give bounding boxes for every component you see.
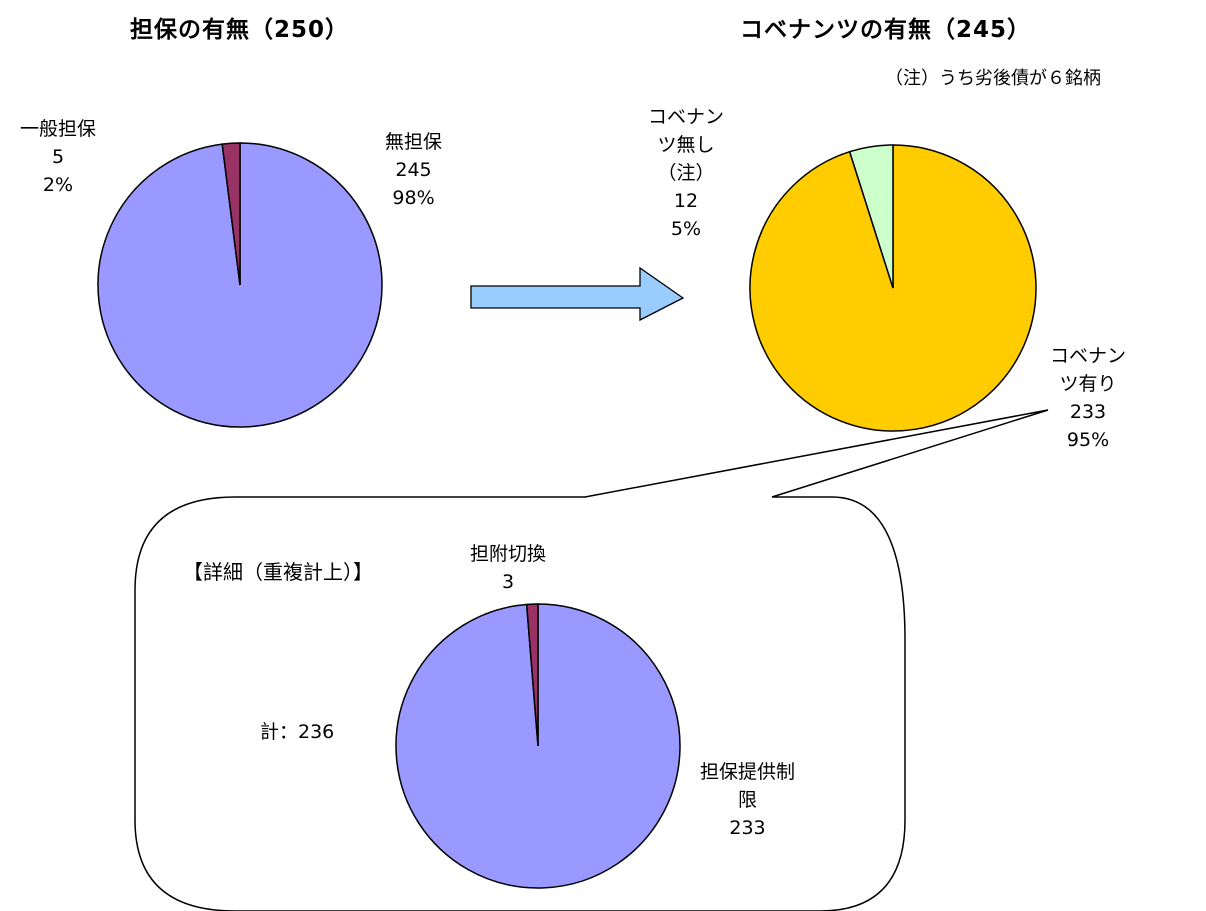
collateral-slice-1 <box>221 142 241 286</box>
slice-label-unsecured: 無担保 245 98% <box>385 128 442 212</box>
slice-percent: 2% <box>42 174 74 196</box>
chart-note: （注）うち劣後債が６銘柄 <box>885 68 1101 89</box>
slice-percent: 95% <box>1066 429 1110 451</box>
slice-label-with-covenants: コベナン ツ有り 233 95% <box>1050 342 1126 454</box>
covenants-slice-1 <box>848 144 894 289</box>
slice-name-line: コベナン <box>1050 345 1127 367</box>
pie-chart-collateral <box>97 142 383 428</box>
chart-title-covenants: コベナンツの有無（245） <box>740 17 1032 43</box>
detail-slice-1 <box>525 603 539 747</box>
slice-name-line: 担保提供制 <box>700 761 796 783</box>
slice-value: 5 <box>51 146 65 168</box>
slice-name: 一般担保 <box>20 118 97 140</box>
slice-percent: 5% <box>670 218 702 240</box>
slice-value: 12 <box>673 190 699 212</box>
pie-chart-covenants <box>749 144 1037 432</box>
slice-name-line: 限 <box>738 789 758 811</box>
slice-value: 245 <box>395 159 432 181</box>
slice-name-line: 担附切換 <box>470 543 547 565</box>
slice-name-line: コベナン <box>648 106 725 128</box>
slice-value: 233 <box>729 817 766 839</box>
slice-name-line: ツ無し <box>657 134 715 156</box>
slice-label-collateral-switch: 担附切換 3 <box>470 540 546 596</box>
slice-name-line: （注） <box>657 162 715 184</box>
slice-name-line: ツ有り <box>1059 373 1117 395</box>
chart-title-detail: 【詳細（重複計上）】 <box>183 560 373 584</box>
chart-title-collateral: 担保の有無（250） <box>130 17 350 43</box>
slice-value: 3 <box>501 571 515 593</box>
flow-arrow <box>470 266 685 322</box>
pie-chart-detail <box>395 603 681 889</box>
slice-name: 無担保 <box>385 131 443 153</box>
slice-label-general-collateral: 一般担保 5 2% <box>20 115 96 199</box>
slice-label-negative-pledge: 担保提供制 限 233 <box>700 758 795 842</box>
slice-label-no-covenants: コベナン ツ無し （注） 12 5% <box>648 103 724 243</box>
detail-total-label: 計：236 <box>260 721 335 743</box>
slice-value: 233 <box>1069 401 1107 423</box>
slice-percent: 98% <box>392 187 435 209</box>
